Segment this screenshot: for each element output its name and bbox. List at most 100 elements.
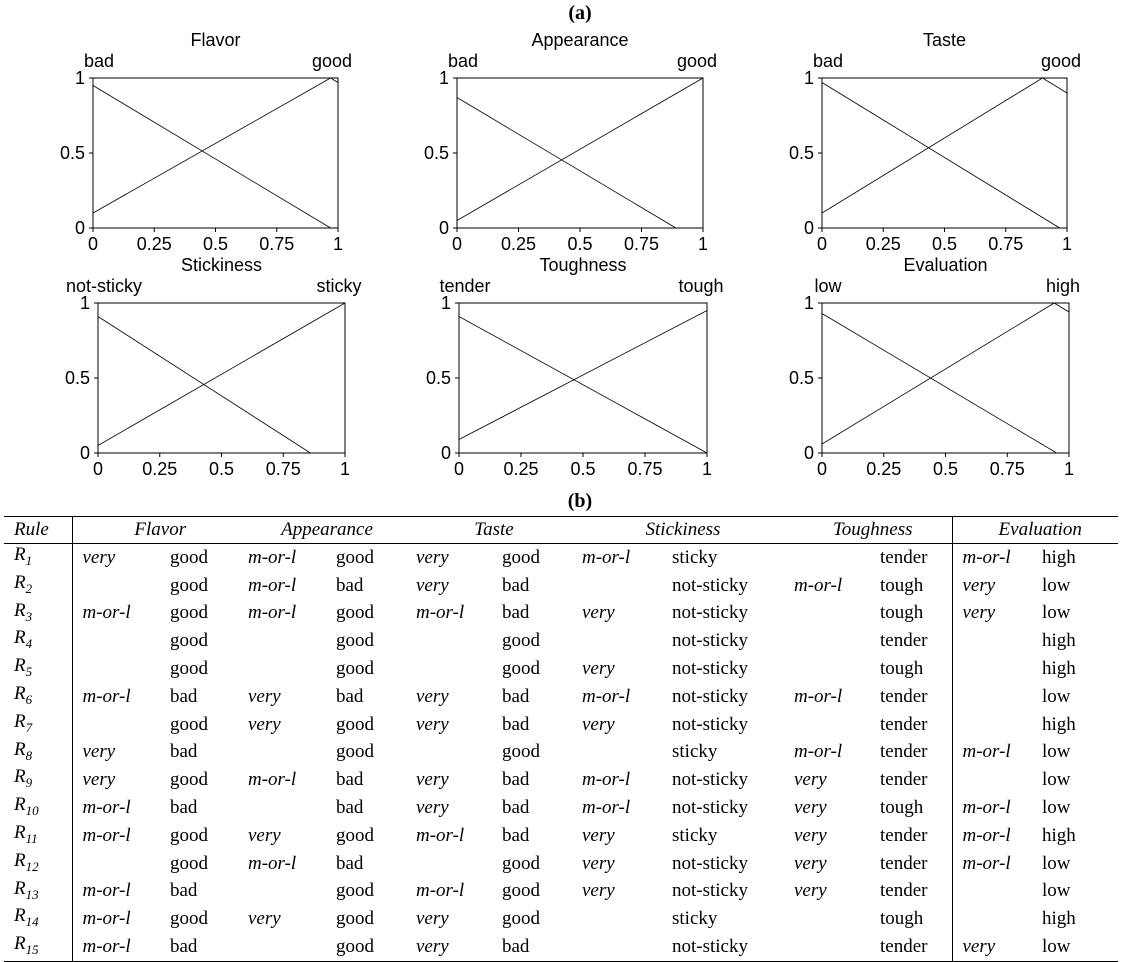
y-tick-label: 0.5 xyxy=(65,368,90,388)
y-tick-label: 0.5 xyxy=(60,143,85,163)
term-label-low: low xyxy=(814,276,842,296)
hedge-cell xyxy=(71,710,160,739)
term-label-low: bad xyxy=(813,51,843,71)
term-cell: not-sticky xyxy=(672,574,748,596)
x-tick-label: 0.25 xyxy=(866,234,901,254)
rule-id: R10 xyxy=(4,794,72,822)
rule-number: 1 xyxy=(25,552,33,568)
rule-letter: R xyxy=(14,849,26,871)
term-cell: tough xyxy=(880,574,924,596)
hedge-cell: m-or-l xyxy=(416,602,465,624)
hedge-cell xyxy=(951,877,1032,906)
x-tick-label: 0.5 xyxy=(570,459,595,479)
term-cell: good xyxy=(170,852,208,874)
rule-number: 3 xyxy=(25,608,33,624)
hedge-cell: m-or-l xyxy=(794,741,843,763)
x-tick-label: 0.25 xyxy=(142,459,177,479)
hedge-cell: very xyxy=(582,602,615,624)
term-cell: sticky xyxy=(672,824,718,846)
hedge-cell: very xyxy=(794,852,827,874)
hedge-cell xyxy=(572,933,662,962)
hedge-cell: m-or-l xyxy=(71,877,160,906)
hedge-cell xyxy=(238,878,326,906)
term-cell: low xyxy=(1042,685,1071,707)
rule-letter: R xyxy=(14,599,26,621)
panel-label-a: (a) xyxy=(568,2,592,24)
x-tick-label: 1 xyxy=(340,459,350,479)
table-row: R12 good m-or-l bad good very not-sticky very te… xyxy=(4,849,1118,878)
term-cell: bad xyxy=(502,713,530,735)
plot-frame xyxy=(456,77,704,229)
term-cell: tender xyxy=(880,685,928,707)
y-tick-label: 1 xyxy=(439,68,449,88)
rule-table: Rule Flavor Appearance Taste Stickiness … xyxy=(4,516,1118,962)
membership-line-good xyxy=(92,77,339,214)
hedge-cell: very xyxy=(582,852,615,874)
hedge-cell: m-or-l xyxy=(951,794,1032,822)
term-cell: good xyxy=(170,824,208,846)
rule-id: R8 xyxy=(4,739,72,767)
membership-line-bad xyxy=(821,82,1060,229)
rule-letter: R xyxy=(14,877,26,899)
membership-line-tough xyxy=(458,310,708,440)
term-cell: not-sticky xyxy=(662,933,784,962)
membership-line-high xyxy=(821,302,1070,445)
term-cell: sticky xyxy=(672,908,718,930)
x-tick-label: 0 xyxy=(88,234,98,254)
term-cell: good xyxy=(502,658,540,680)
hedge-cell xyxy=(951,627,1032,656)
table-header-row: Rule Flavor Appearance Taste Stickiness … xyxy=(4,516,1118,544)
term-cell: sticky xyxy=(672,741,718,763)
rule-letter: R xyxy=(14,766,26,788)
rule-id: R7 xyxy=(4,711,72,739)
hedge-cell xyxy=(951,682,1032,711)
term-cell: good xyxy=(336,824,374,846)
x-tick-label: 1 xyxy=(702,459,712,479)
header-flavor: Flavor xyxy=(71,516,238,544)
header-rule: Rule xyxy=(4,516,72,544)
hedge-cell xyxy=(572,572,662,600)
term-cell: tough xyxy=(880,658,924,680)
plot-frame xyxy=(92,77,339,229)
hedge-cell xyxy=(71,849,160,878)
hedge-cell xyxy=(784,711,870,739)
table-row: R5 good good good very not-sticky tough high xyxy=(4,655,1118,683)
rule-id: R9 xyxy=(4,766,72,794)
rule-number: 12 xyxy=(25,858,39,874)
term-cell: good xyxy=(170,574,208,596)
term-cell: not-sticky xyxy=(672,602,748,624)
header-stickiness: Stickiness xyxy=(572,516,784,544)
rule-letter: R xyxy=(14,933,26,955)
term-cell: good xyxy=(336,880,374,902)
rule-id: R15 xyxy=(4,933,72,962)
term-cell: tender xyxy=(870,933,952,962)
rule-number: 4 xyxy=(25,636,33,652)
term-cell: good xyxy=(336,546,374,568)
membership-line-good xyxy=(821,77,1068,214)
header-taste: Taste xyxy=(406,516,572,544)
hedge-cell: very xyxy=(794,880,827,902)
hedge-cell: m-or-l xyxy=(951,849,1032,878)
term-cell: bad xyxy=(170,797,198,819)
hedge-cell xyxy=(71,571,160,600)
y-tick-label: 1 xyxy=(75,68,85,88)
rule-id: R5 xyxy=(4,655,72,683)
term-label-low: bad xyxy=(84,51,114,71)
term-cell: not-sticky xyxy=(672,685,748,707)
term-cell: good xyxy=(502,852,540,874)
term-cell: bad xyxy=(502,824,530,846)
rule-number: 6 xyxy=(25,691,33,707)
term-cell: not-sticky xyxy=(672,769,748,791)
term-cell: bad xyxy=(502,685,530,707)
x-tick-label: 0.25 xyxy=(866,459,901,479)
table-row: R7 good very good very bad very not-sticky tende… xyxy=(4,710,1118,739)
hedge-cell xyxy=(784,600,870,628)
term-cell: tender xyxy=(880,852,928,874)
hedge-cell xyxy=(406,627,492,655)
hedge-cell: very xyxy=(248,713,281,735)
membership-line-sticky xyxy=(97,302,346,446)
term-cell: good xyxy=(502,546,540,568)
hedge-cell: very xyxy=(582,658,615,680)
y-tick-label: 0.5 xyxy=(789,143,814,163)
x-tick-label: 0.5 xyxy=(209,459,234,479)
